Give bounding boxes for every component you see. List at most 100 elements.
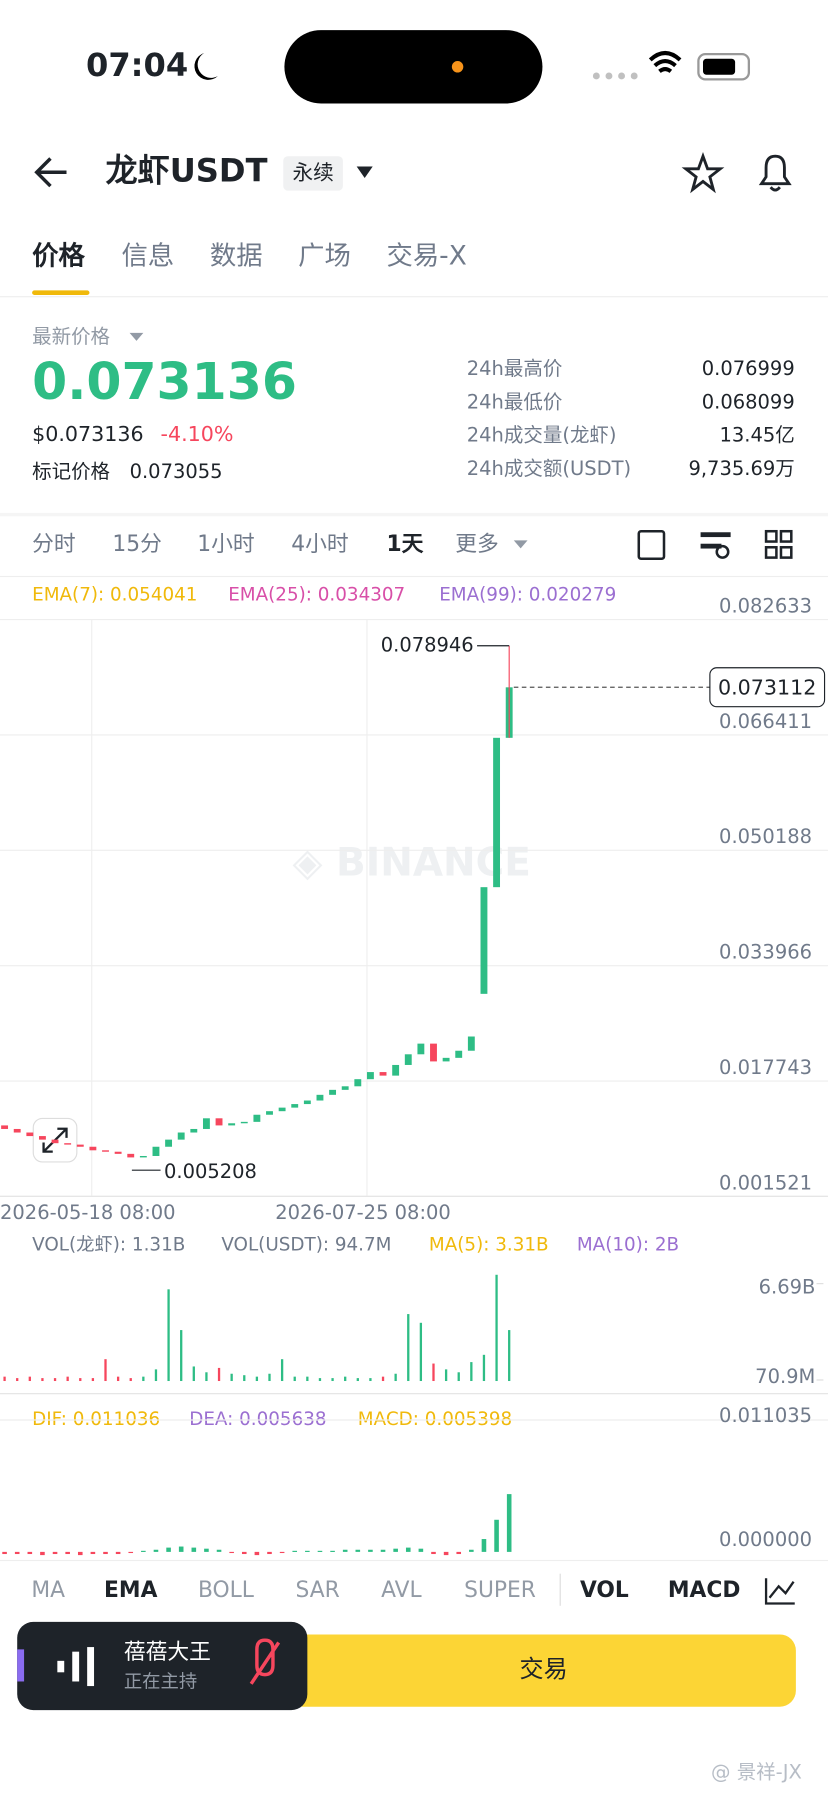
badge [283, 156, 343, 191]
volume-bar [394, 1373, 397, 1382]
volume-bar [470, 1362, 473, 1382]
legend: MA(5): 3.31B [429, 1235, 549, 1256]
macd-bar [166, 1547, 171, 1552]
interval[interactable]: 4小时 [291, 532, 348, 557]
indicator[interactable]: SAR [296, 1578, 340, 1603]
candle [1, 1125, 9, 1129]
indicator[interactable]: AVL [381, 1578, 422, 1603]
candle [228, 1123, 236, 1126]
macd-bar [469, 1549, 474, 1552]
tab[interactable]: 信息 [122, 242, 175, 272]
candle [177, 1132, 185, 1140]
volume-bar [167, 1289, 170, 1382]
macd-bar [191, 1547, 197, 1552]
battery-level [702, 58, 736, 75]
volume-bar [230, 1373, 233, 1382]
candle [165, 1139, 173, 1147]
usd-price: $0.073136 [32, 422, 144, 446]
interval[interactable]: 15分 [112, 532, 161, 557]
volume-bar [104, 1359, 107, 1382]
volume-bar [432, 1363, 435, 1382]
trade-label[interactable]: 交易 [520, 1655, 568, 1683]
volume-bar [419, 1322, 423, 1382]
macd-bar [292, 1550, 298, 1552]
title: 龙虾USDT [106, 151, 268, 189]
favorite[interactable] [681, 152, 725, 194]
clock: 07:04 [86, 46, 188, 84]
dropdown[interactable] [129, 332, 144, 341]
trade-button[interactable] [286, 1634, 796, 1707]
candle [417, 1043, 425, 1055]
wifi [648, 51, 682, 73]
y-tick-label: 70.9M [755, 1365, 815, 1388]
dropdown[interactable] [356, 166, 373, 179]
chart-tools[interactable] [637, 529, 793, 561]
candle [493, 737, 501, 888]
candle [354, 1079, 362, 1087]
indicator[interactable]: MA [31, 1578, 65, 1603]
tab[interactable]: 数据 [210, 242, 263, 272]
live-pill[interactable] [17, 1621, 308, 1711]
stat-label: 24h成交额(USDT) [467, 457, 631, 480]
live-name: 蓓蓓大王 [124, 1640, 211, 1665]
candle [316, 1094, 324, 1101]
candle [190, 1128, 198, 1133]
macd-bar [355, 1549, 361, 1552]
tab[interactable]: 广场 [298, 242, 351, 272]
tab[interactable]: 价格 [32, 241, 85, 272]
candle [366, 1072, 374, 1080]
alert[interactable] [758, 154, 792, 192]
volume-bar [268, 1373, 271, 1382]
indicator[interactable]: SUPER [464, 1578, 536, 1603]
y-tick-label: 0.050188 [719, 825, 812, 848]
volume-bar [318, 1378, 322, 1382]
candle [467, 1036, 475, 1051]
interval[interactable]: 分时 [32, 532, 76, 557]
candle [392, 1064, 400, 1076]
macd-bar [393, 1548, 398, 1552]
macd-bar [279, 1551, 285, 1554]
back-button[interactable] [34, 157, 67, 188]
macd-bar [481, 1539, 487, 1552]
indicator[interactable]: EMA [104, 1578, 158, 1603]
volume-bar [331, 1378, 334, 1382]
indicator[interactable]: BOLL [198, 1578, 255, 1603]
stat-value: 0.068099 [702, 390, 795, 413]
candle [442, 1057, 450, 1062]
candle [430, 1043, 437, 1062]
volume-bar [41, 1378, 44, 1382]
live-accent [17, 1649, 25, 1682]
legend: VOL(龙虾): 1.31B [32, 1235, 185, 1256]
mic-muted[interactable] [249, 1638, 281, 1685]
candle [64, 1143, 72, 1145]
volume-bar [381, 1376, 385, 1382]
volume-bar [129, 1378, 132, 1382]
macd-bar [216, 1549, 222, 1552]
volume-bar [344, 1376, 347, 1382]
dropdown[interactable] [513, 540, 528, 549]
chart-settings[interactable] [764, 1578, 795, 1605]
interval[interactable]: 1小时 [197, 532, 254, 557]
candle [89, 1146, 97, 1151]
price-label: 最新价格 [32, 325, 110, 348]
badge-text: 永续 [292, 160, 333, 184]
candle [127, 1153, 135, 1158]
interval[interactable]: 更多 [455, 532, 499, 557]
indicator[interactable]: VOL [580, 1578, 629, 1603]
macd-bar [2, 1551, 7, 1555]
legend: EMA(99): 0.020279 [439, 584, 616, 605]
macd-bar [330, 1550, 335, 1552]
y-tick-label: 6.69B [759, 1276, 816, 1299]
volume-bar [66, 1376, 69, 1382]
indicator[interactable]: MACD [668, 1578, 741, 1603]
volume-bar [91, 1378, 95, 1382]
macd-bar [418, 1548, 424, 1552]
macd-bar [103, 1551, 108, 1555]
candle [379, 1072, 387, 1076]
macd-bar [204, 1548, 209, 1552]
stat-label: 24h最高价 [467, 357, 563, 380]
camera-dot [451, 61, 464, 73]
low-label: 0.005208 [164, 1160, 257, 1183]
interval[interactable]: 1天 [386, 532, 423, 557]
tab[interactable]: 交易-X [386, 242, 466, 272]
